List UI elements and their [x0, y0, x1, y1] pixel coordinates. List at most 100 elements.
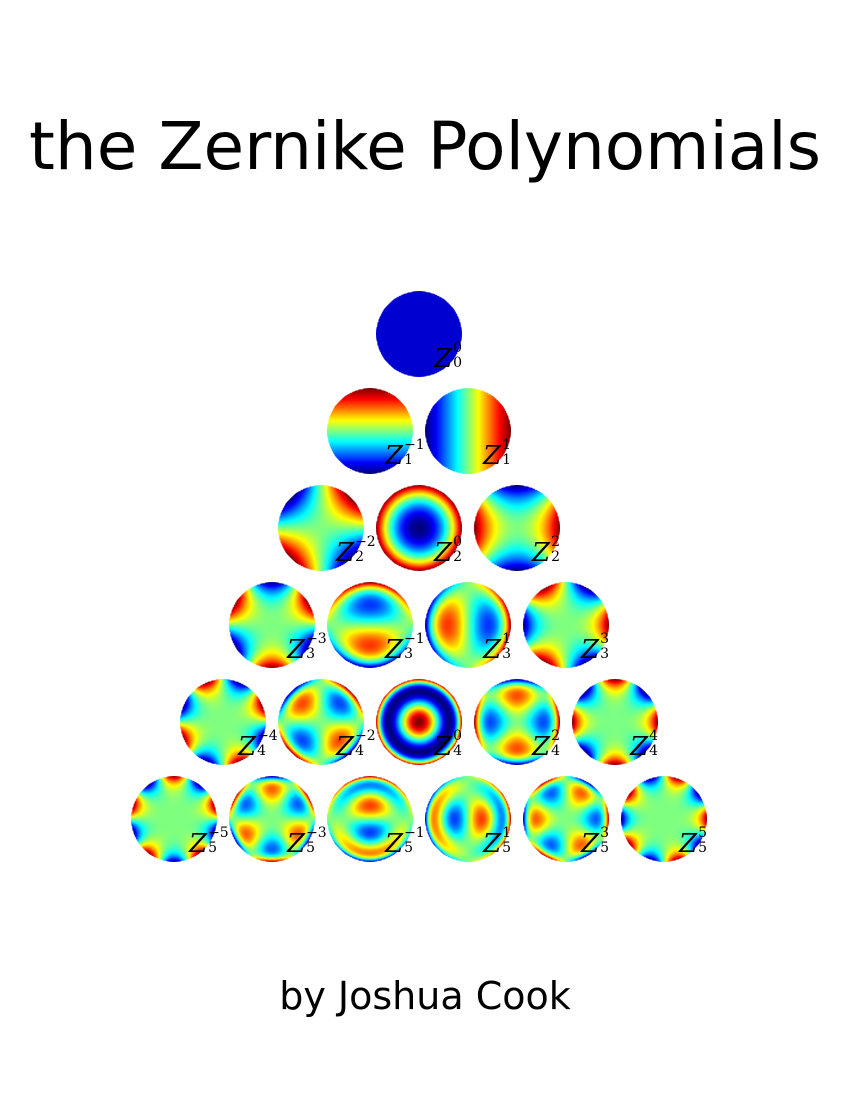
- zernike-disk-n3-m-3: [229, 582, 315, 668]
- zernike-symbol: Z: [434, 732, 453, 762]
- zernike-superscript: −2: [355, 728, 376, 744]
- zernike-surface-plot: [278, 679, 364, 765]
- zernike-surface-plot: [327, 776, 413, 862]
- zernike-symbol: Z: [483, 441, 502, 471]
- zernike-disk-n4-m4: [572, 679, 658, 765]
- zernike-superscript: 3: [600, 825, 609, 841]
- zernike-subscript: 2: [453, 549, 462, 565]
- zernike-surface-plot: [425, 388, 511, 474]
- zernike-disk-n1-m1: [425, 388, 511, 474]
- zernike-label: Z −2 4: [336, 729, 376, 762]
- zernike-subscript: 5: [208, 840, 217, 856]
- zernike-subscript: 2: [551, 549, 560, 565]
- zernike-label: Z −1 1: [385, 438, 425, 469]
- zernike-superscript: 2: [551, 534, 560, 550]
- zernike-superscript: 0: [453, 728, 462, 744]
- zernike-surface-plot: [180, 679, 266, 765]
- zernike-disk-n2-m-2: [278, 485, 364, 571]
- zernike-subscript: 4: [551, 743, 560, 759]
- zernike-superscript: 1: [502, 631, 511, 647]
- zernike-surface-plot: [621, 776, 707, 862]
- zernike-symbol: Z: [630, 732, 649, 762]
- zernike-disk-n5-m-1: [327, 776, 413, 862]
- zernike-surface-plot: [376, 291, 462, 377]
- zernike-subscript: 5: [600, 840, 609, 856]
- author-byline: by Joshua Cook: [279, 974, 571, 1018]
- zernike-symbol: Z: [532, 538, 551, 568]
- zernike-subscript: 0: [453, 355, 462, 371]
- zernike-symbol: Z: [483, 829, 502, 859]
- zernike-label: Z −3 3: [287, 632, 327, 665]
- zernike-surface-plot: [327, 582, 413, 668]
- zernike-label: Z −1 5: [385, 826, 425, 859]
- zernike-label: Z −5 5: [189, 826, 229, 857]
- zernike-subscript: 3: [404, 646, 413, 662]
- zernike-disk-n4-m-4: [180, 679, 266, 765]
- zernike-subscript: 4: [355, 743, 364, 759]
- zernike-surface-plot: [131, 776, 217, 862]
- zernike-disk-n5-m5: [621, 776, 707, 862]
- zernike-symbol: Z: [532, 732, 551, 762]
- zernike-subscript: 5: [698, 840, 707, 856]
- zernike-symbol: Z: [336, 538, 355, 568]
- zernike-disk-n1-m-1: [327, 388, 413, 474]
- zernike-superscript: −3: [306, 825, 327, 841]
- zernike-superscript: −4: [257, 728, 278, 744]
- zernike-superscript: −2: [355, 534, 376, 550]
- zernike-subscript: 4: [257, 743, 266, 759]
- zernike-symbol: Z: [385, 829, 404, 859]
- zernike-disk-n3-m-1: [327, 582, 413, 668]
- zernike-superscript: −1: [404, 437, 425, 453]
- zernike-symbol: Z: [336, 732, 355, 762]
- zernike-subscript: 4: [453, 743, 462, 759]
- zernike-superscript: 5: [698, 825, 707, 841]
- zernike-subscript: 3: [600, 646, 609, 662]
- zernike-surface-plot: [474, 679, 560, 765]
- zernike-subscript: 1: [502, 452, 511, 468]
- zernike-symbol: Z: [287, 635, 306, 665]
- zernike-subscript: 3: [502, 646, 511, 662]
- zernike-superscript: 4: [649, 728, 658, 744]
- zernike-symbol: Z: [581, 635, 600, 665]
- zernike-disk-n0-m0: [376, 291, 462, 377]
- zernike-symbol: Z: [287, 829, 306, 859]
- zernike-subscript: 3: [306, 646, 315, 662]
- zernike-surface-plot: [327, 388, 413, 474]
- zernike-surface-plot: [229, 582, 315, 668]
- zernike-subscript: 2: [355, 549, 364, 565]
- document-title: the Zernike Polynomials: [29, 108, 821, 185]
- zernike-superscript: −5: [208, 825, 229, 841]
- zernike-superscript: 3: [600, 631, 609, 647]
- zernike-disk-n5-m3: [523, 776, 609, 862]
- zernike-surface-plot: [474, 485, 560, 571]
- zernike-subscript: 5: [404, 840, 413, 856]
- zernike-disk-n5-m-3: [229, 776, 315, 862]
- zernike-label: Z −2 2: [336, 535, 376, 568]
- zernike-subscript: 1: [404, 452, 413, 468]
- zernike-superscript: 0: [453, 534, 462, 550]
- zernike-superscript: 0: [453, 340, 462, 356]
- zernike-subscript: 5: [306, 840, 315, 856]
- zernike-surface-plot: [523, 582, 609, 668]
- zernike-superscript: −1: [404, 825, 425, 841]
- zernike-disk-n5-m1: [425, 776, 511, 862]
- zernike-surface-plot: [425, 776, 511, 862]
- zernike-disk-n4-m-2: [278, 679, 364, 765]
- zernike-subscript: 5: [502, 840, 511, 856]
- zernike-surface-plot: [425, 582, 511, 668]
- zernike-disk-n2-m0: [376, 485, 462, 571]
- zernike-disk-n4-m2: [474, 679, 560, 765]
- zernike-symbol: Z: [238, 732, 257, 762]
- zernike-symbol: Z: [581, 829, 600, 859]
- zernike-disk-n4-m0: [376, 679, 462, 765]
- zernike-surface-plot: [572, 679, 658, 765]
- zernike-disk-n5-m-5: [131, 776, 217, 862]
